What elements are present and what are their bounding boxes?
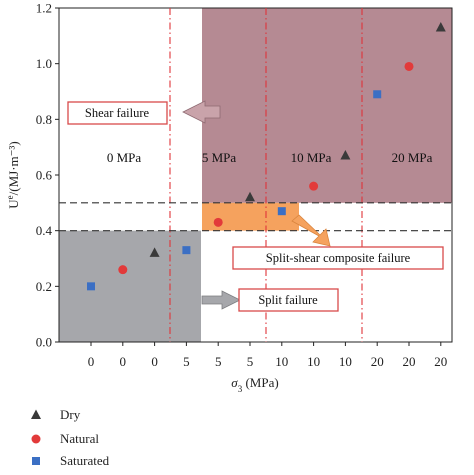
natural-point — [213, 217, 223, 227]
dry-point — [340, 150, 351, 160]
legend-marker-natural — [31, 434, 41, 444]
x-tick-label: 10 — [339, 354, 352, 369]
x-tick-label: 0 — [151, 354, 158, 369]
legend: Dry Natural Saturated — [31, 407, 110, 468]
pressure-label-10: 10 MPa — [291, 150, 332, 165]
x-tick-label: 20 — [371, 354, 384, 369]
split-failure-label: Split failure — [258, 293, 318, 307]
composite-failure-label: Split-shear composite failure — [266, 251, 411, 265]
x-tick-label: 0 — [88, 354, 95, 369]
shear-failure-box — [67, 101, 168, 125]
dry-point — [245, 191, 255, 202]
saturated-point — [87, 282, 95, 291]
saturated-point — [277, 207, 286, 216]
natural-point — [309, 181, 319, 191]
x-tick-label: 0 — [120, 354, 127, 369]
pressure-label-5: 5 MPa — [202, 150, 237, 165]
shear-failure-label: Shear failure — [85, 106, 150, 120]
x-axis: 0 0 0 5 5 5 10 10 10 20 20 20 — [88, 342, 447, 369]
split-failure-box — [238, 288, 339, 312]
natural-point — [118, 265, 128, 275]
shear-failure-callout: Shear failure — [67, 100, 221, 125]
split-arrow — [201, 290, 241, 310]
natural-point — [404, 61, 414, 71]
y-tick-label: 0.2 — [36, 279, 52, 294]
shear-failure-region — [202, 8, 452, 203]
x-tick-label: 20 — [403, 354, 416, 369]
y-tick-label: 0.8 — [36, 112, 52, 127]
x-tick-label: 10 — [307, 354, 320, 369]
y-tick-label: 0.0 — [36, 335, 52, 350]
legend-label-natural: Natural — [60, 431, 99, 446]
y-axis-title: Ue/(MJ·m⁻³) — [5, 141, 21, 208]
x-tick-label: 5 — [215, 354, 222, 369]
pressure-separators — [169, 8, 363, 342]
composite-failure-callout: Split-shear composite failure — [232, 214, 444, 270]
y-axis: 0.0 0.2 0.4 0.6 0.8 1.0 1.2 — [36, 1, 59, 350]
composite-arrow — [291, 214, 331, 247]
dry-point — [149, 247, 160, 257]
y-tick-label: 0.6 — [36, 168, 53, 183]
pressure-label-20: 20 MPa — [392, 150, 433, 165]
legend-marker-saturated — [32, 457, 40, 465]
x-tick-label: 20 — [434, 354, 447, 369]
x-tick-label: 10 — [275, 354, 288, 369]
composite-failure-box — [232, 246, 444, 270]
split-failure-region — [59, 230, 201, 342]
dry-point — [435, 21, 446, 32]
saturated-point — [373, 90, 382, 99]
legend-label-dry: Dry — [60, 407, 81, 422]
data-points — [87, 21, 446, 291]
y-tick-label: 0.4 — [36, 223, 53, 238]
split-failure-callout: Split failure — [201, 288, 339, 312]
y-tick-label: 1.0 — [36, 56, 52, 71]
x-axis-title: σ3 (MPa) — [231, 375, 278, 394]
x-tick-label: 5 — [247, 354, 254, 369]
shear-arrow — [182, 100, 221, 124]
saturated-point — [182, 246, 191, 255]
pressure-label-0: 0 MPa — [107, 150, 142, 165]
x-tick-label: 5 — [183, 354, 190, 369]
y-tick-label: 1.2 — [36, 1, 52, 16]
legend-marker-dry — [31, 409, 41, 419]
legend-label-saturated: Saturated — [60, 453, 110, 468]
